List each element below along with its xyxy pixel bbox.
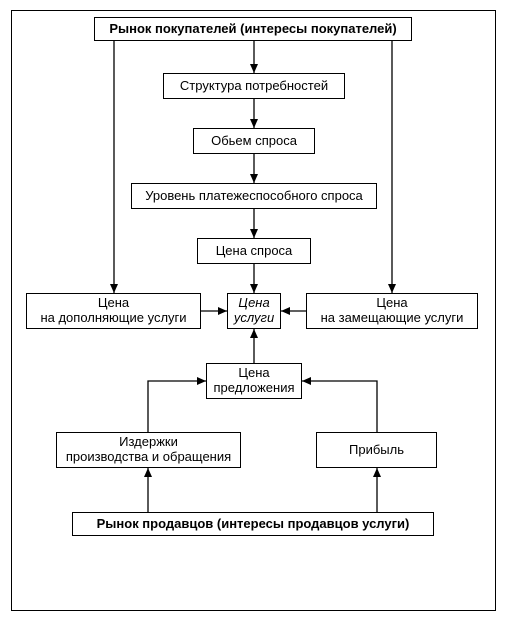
node-label: Издержкипроизводства и обращения xyxy=(66,435,231,465)
node-label: Ценапредложения xyxy=(213,366,294,396)
node-label: Структура потребностей xyxy=(180,79,328,94)
node-label: Уровень платежеспособного спроса xyxy=(145,189,363,204)
node-label: Рынок покупателей (интересы покупателей) xyxy=(109,22,396,37)
node-label: Ценауслуги xyxy=(234,296,274,326)
node-label: Цена спроса xyxy=(216,244,293,259)
node-substitute-price: Ценана замещающие услуги xyxy=(306,293,478,329)
node-needs-structure: Структура потребностей xyxy=(163,73,345,99)
node-label: Ценана дополняющие услуги xyxy=(40,296,186,326)
node-complement-price: Ценана дополняющие услуги xyxy=(26,293,201,329)
node-service-price: Ценауслуги xyxy=(227,293,281,329)
node-demand-price: Цена спроса xyxy=(197,238,311,264)
node-demand-volume: Обьем спроса xyxy=(193,128,315,154)
node-label: Ценана замещающие услуги xyxy=(321,296,464,326)
node-solvency-level: Уровень платежеспособного спроса xyxy=(131,183,377,209)
node-profit: Прибыль xyxy=(316,432,437,468)
node-label: Рынок продавцов (интересы продавцов услу… xyxy=(97,517,410,532)
node-sellers-market: Рынок продавцов (интересы продавцов услу… xyxy=(72,512,434,536)
node-costs: Издержкипроизводства и обращения xyxy=(56,432,241,468)
node-label: Прибыль xyxy=(349,443,404,458)
node-supply-price: Ценапредложения xyxy=(206,363,302,399)
node-buyers-market: Рынок покупателей (интересы покупателей) xyxy=(94,17,412,41)
node-label: Обьем спроса xyxy=(211,134,297,149)
